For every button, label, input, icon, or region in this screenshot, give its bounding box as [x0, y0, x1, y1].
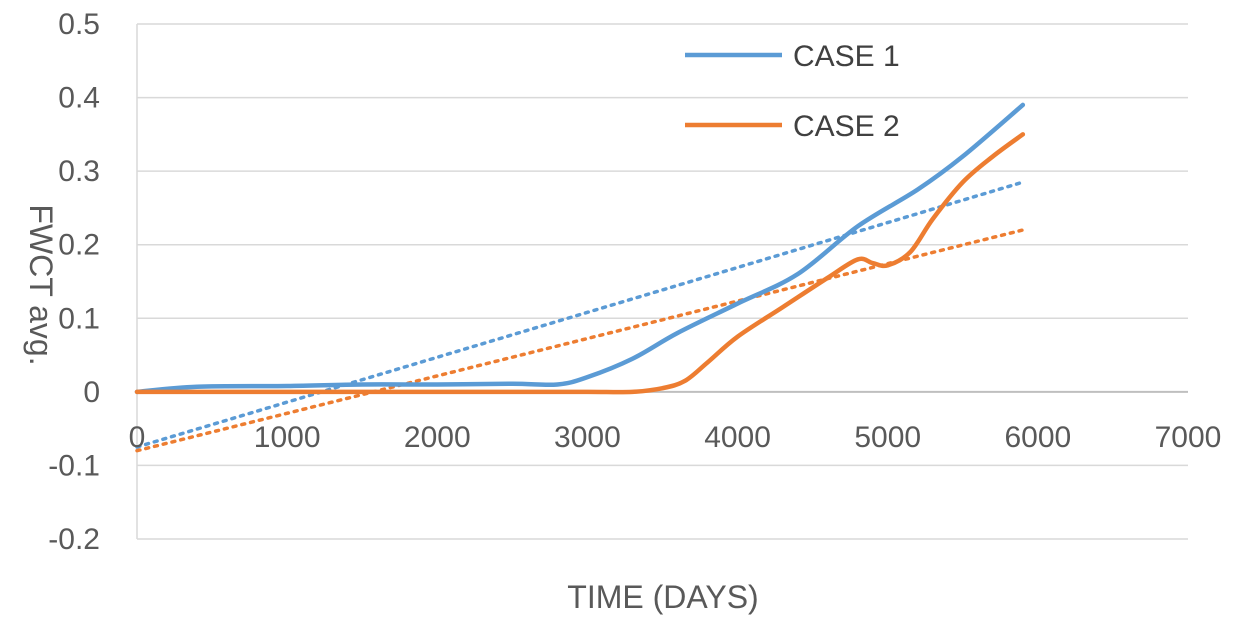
x-tick-label: 1000 — [254, 421, 321, 454]
x-tick-label: 2000 — [404, 421, 471, 454]
legend-label: CASE 1 — [793, 40, 900, 73]
y-tick-label: 0 — [83, 376, 100, 409]
legend: CASE 1 CASE 2 — [685, 40, 900, 143]
y-tick-label: -0.2 — [48, 523, 100, 556]
x-tick-label: 3000 — [554, 421, 621, 454]
y-tick-label: 0.2 — [58, 229, 100, 262]
y-tick-label: -0.1 — [48, 449, 100, 482]
y-tick-labels: -0.2 -0.1 0 0.1 0.2 0.3 0.4 0.5 — [48, 8, 100, 556]
y-tick-label: 0.5 — [58, 8, 100, 41]
x-tick-label: 6000 — [1004, 421, 1071, 454]
y-tick-label: 0.3 — [58, 155, 100, 188]
axes — [136, 24, 1188, 539]
y-tick-label: 0.1 — [58, 302, 100, 335]
legend-label: CASE 2 — [793, 110, 900, 143]
x-tick-labels: 0 1000 2000 3000 4000 5000 6000 7000 — [129, 421, 1222, 454]
y-tick-label: 0.4 — [58, 82, 100, 115]
series-lines — [134, 102, 1026, 395]
trendline-case-1 — [135, 180, 1025, 449]
x-tick-label: 5000 — [854, 421, 921, 454]
trendline-case-2 — [135, 228, 1025, 453]
series-line-case-2 — [134, 132, 1026, 395]
gridlines — [137, 23, 1188, 540]
x-tick-label: 0 — [129, 421, 146, 454]
x-tick-label: 4000 — [704, 421, 771, 454]
x-tick-label: 7000 — [1155, 421, 1222, 454]
trendlines — [135, 180, 1025, 453]
x-axis-title: TIME (DAYS) — [567, 579, 758, 615]
y-axis-title: FWCT avg. — [23, 204, 59, 365]
series-line-case-1 — [134, 102, 1026, 395]
